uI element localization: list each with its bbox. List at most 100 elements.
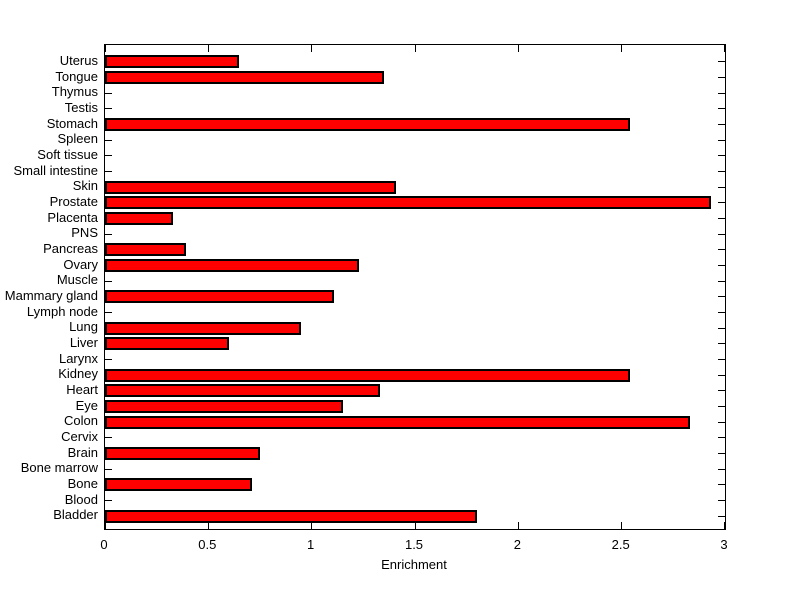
bar-brain [105,447,260,460]
y-tick-right [718,437,725,439]
y-tick-left [105,468,112,470]
x-tick-bottom [414,522,416,529]
y-axis-label: Placenta [47,209,98,225]
y-axis-label: Small intestine [13,162,98,178]
bar-prostate [105,196,711,210]
bar-colon [105,415,690,429]
y-tick-right [718,312,725,313]
y-tick-left [105,312,112,313]
x-tick-top [207,45,209,52]
y-axis-label: Uterus [59,52,98,68]
y-axis-label: Testis [64,99,98,115]
y-axis-label: Thymus [51,84,98,100]
y-axis-label: Brain [67,444,98,460]
y-tick-right [718,61,725,63]
x-tick-top [414,45,416,52]
bar-bladder [105,509,477,523]
bar-bone [105,478,252,492]
x-tick-label: 1.5 [404,537,424,552]
y-axis-label: Lymph node [26,303,98,319]
y-tick-right [718,202,725,204]
y-tick-left [105,108,112,110]
y-axis-label: PNS [71,225,98,241]
y-axis-label: Kidney [58,366,98,382]
bar-pancreas [105,243,186,257]
y-tick-right [718,515,725,517]
x-tick-bottom [517,522,519,529]
plot-area [104,44,726,530]
y-tick-right [718,249,725,251]
y-tick-right [718,468,725,470]
y-tick-left [105,280,112,282]
x-tick-label: 1 [307,537,315,552]
x-tick-top [517,45,519,52]
x-tick-label: 3 [720,537,728,552]
bar-lung [105,321,302,335]
y-tick-right [718,390,725,392]
y-axis-label: Cervix [61,428,98,444]
y-tick-right [718,171,725,172]
y-tick-right [718,77,725,78]
y-tick-right [718,124,725,125]
x-tick-bottom [724,522,725,529]
y-tick-right [718,453,725,454]
y-axis-label: Pancreas [43,240,98,256]
y-tick-left [105,359,112,360]
x-tick-label: 2 [513,537,521,552]
y-axis-label: Eye [75,397,98,413]
y-tick-right [718,296,725,298]
bar-liver [105,337,229,351]
y-axis-label: Colon [64,413,98,429]
x-tick-top [105,45,106,52]
y-tick-right [718,406,725,407]
y-tick-left [105,155,112,157]
y-tick-right [718,374,725,376]
y-axis-label: Lung [69,319,98,335]
y-tick-right [718,359,725,360]
y-tick-right [718,484,725,486]
y-tick-right [718,343,725,345]
bar-kidney [105,368,630,382]
x-tick-label: 0 [100,537,108,552]
y-axis-label: Heart [66,381,98,397]
y-tick-right [718,500,725,501]
bar-tongue [105,71,384,84]
bar-eye [105,400,343,413]
y-axis-label: Skin [72,178,98,194]
y-tick-right [718,265,725,266]
y-axis-label: Mammary gland [4,287,98,303]
bar-placenta [105,212,174,225]
y-axis-label: Larynx [58,350,98,366]
y-axis-label: Liver [69,334,98,350]
y-tick-right [718,421,725,423]
bar-skin [105,180,397,194]
bar-heart [105,384,380,398]
y-axis-label: Prostate [49,193,98,209]
y-axis-label: Stomach [46,115,98,131]
y-tick-left [105,233,112,235]
y-tick-left [105,171,112,172]
y-tick-left [105,500,112,501]
bar-ovary [105,259,360,272]
y-tick-left [105,437,112,439]
y-axis-label: Muscle [56,272,98,288]
y-tick-right [718,218,725,219]
y-axis-label: Ovary [63,256,98,272]
y-tick-right [718,92,725,94]
x-tick-bottom [311,522,313,529]
bar-uterus [105,55,240,69]
x-tick-label: 2.5 [611,537,630,552]
x-tick-bottom [621,522,623,529]
x-tick-top [311,45,313,52]
y-axis-label: Bone marrow [20,460,98,476]
y-axis-label: Tongue [55,68,98,84]
x-tick-bottom [207,522,209,529]
bar-stomach [105,118,630,131]
x-axis-title: Enrichment [381,557,447,572]
y-tick-left [105,92,112,94]
x-tick-top [621,45,623,52]
y-tick-right [718,327,725,329]
y-axis-label: Soft tissue [37,146,98,162]
y-tick-right [718,233,725,235]
